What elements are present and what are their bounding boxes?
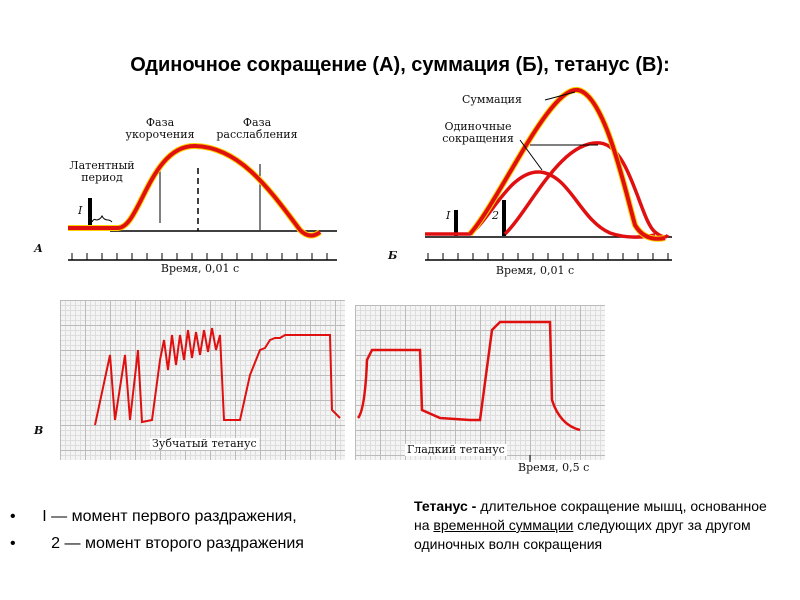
latent-period-label: Латентный период bbox=[69, 159, 135, 184]
relaxation-phase-label: Фаза расслабления bbox=[216, 116, 298, 141]
panel-v-axis-label: Время, 0,5 с bbox=[518, 461, 590, 474]
smooth-tetanus-graph bbox=[355, 305, 605, 460]
panel-b-letter: Б bbox=[388, 249, 398, 262]
definition-text: длительное сокращение мышц, основанное н… bbox=[414, 498, 767, 533]
shortening-phase-label: Фаза укорочения bbox=[125, 116, 195, 141]
panel-a-axis-label: Время, 0,01 с bbox=[160, 262, 240, 275]
tetanus-curves bbox=[94, 320, 581, 462]
stimulus-2-label-b: 2 bbox=[492, 209, 499, 222]
bullet-text: I — момент первого раздражения, bbox=[42, 508, 297, 525]
smooth-tetanus-label: Гладкий тетанус bbox=[405, 443, 507, 456]
panel-b-axis-label: Время, 0,01 с bbox=[495, 264, 575, 277]
single-contraction-diagram bbox=[68, 142, 337, 261]
bullet-text: 2 — момент второго раздражения bbox=[51, 535, 304, 552]
definition-term: Тетанус bbox=[414, 498, 468, 514]
stimulus-1-label-b: I bbox=[446, 209, 451, 222]
definition-text-end: следующих друг за другом одиночных волн … bbox=[414, 517, 751, 552]
slide-title: Одиночное сокращение (А), суммация (Б), … bbox=[130, 54, 670, 76]
panel-v-letter: В bbox=[34, 424, 44, 437]
summation-label: Суммация bbox=[462, 93, 522, 106]
single-contractions-label: Одиночные сокращения bbox=[442, 120, 514, 145]
definition-dash: - bbox=[467, 498, 481, 514]
stimulus-1-label: I bbox=[78, 204, 83, 217]
bullet-item: • I — момент первого раздражения, bbox=[10, 508, 297, 525]
bullet-item: • 2 — момент второго раздражения bbox=[10, 535, 304, 552]
jagged-tetanus-graph bbox=[60, 300, 345, 460]
panel-a-letter: А bbox=[34, 242, 43, 255]
jagged-tetanus-label: Зубчатый тетанус bbox=[150, 437, 259, 450]
tetanus-definition: Тетанус - длительное сокращение мышц, ос… bbox=[414, 497, 784, 554]
summation-diagram bbox=[425, 86, 672, 261]
temporal-summation-term: временной суммации bbox=[433, 517, 574, 533]
